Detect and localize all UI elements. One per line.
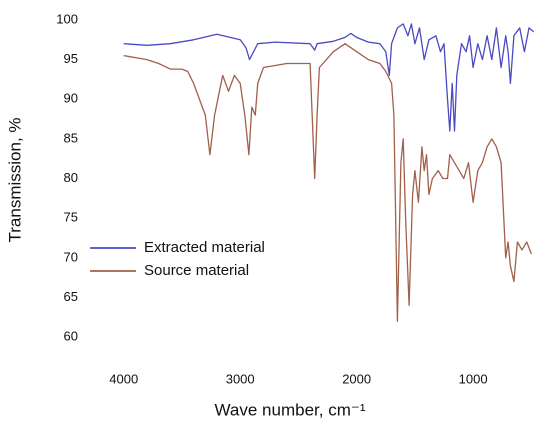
series-line — [123, 43, 533, 322]
y-tick-label: 70 — [64, 249, 78, 264]
x-tick-label: 2000 — [342, 371, 371, 386]
x-tick-label: 4000 — [109, 371, 138, 386]
y-tick-label: 60 — [64, 329, 78, 344]
x-tick-label: 1000 — [459, 371, 488, 386]
y-axis-title: Transmission, % — [5, 117, 24, 242]
x-axis-title: Wave number, cm⁻¹ — [215, 400, 366, 419]
y-tick-label: 65 — [64, 289, 78, 304]
y-tick-label: 80 — [64, 170, 78, 185]
legend-label: Source material — [144, 262, 249, 279]
series-line — [123, 23, 535, 132]
y-tick-label: 85 — [64, 130, 78, 145]
y-tick-label: 100 — [56, 11, 78, 26]
y-tick-label: 95 — [64, 51, 78, 66]
legend-label: Extracted material — [144, 239, 265, 256]
y-tick-label: 90 — [64, 91, 78, 106]
x-tick-label: 3000 — [226, 371, 255, 386]
y-tick-label: 75 — [64, 210, 78, 225]
